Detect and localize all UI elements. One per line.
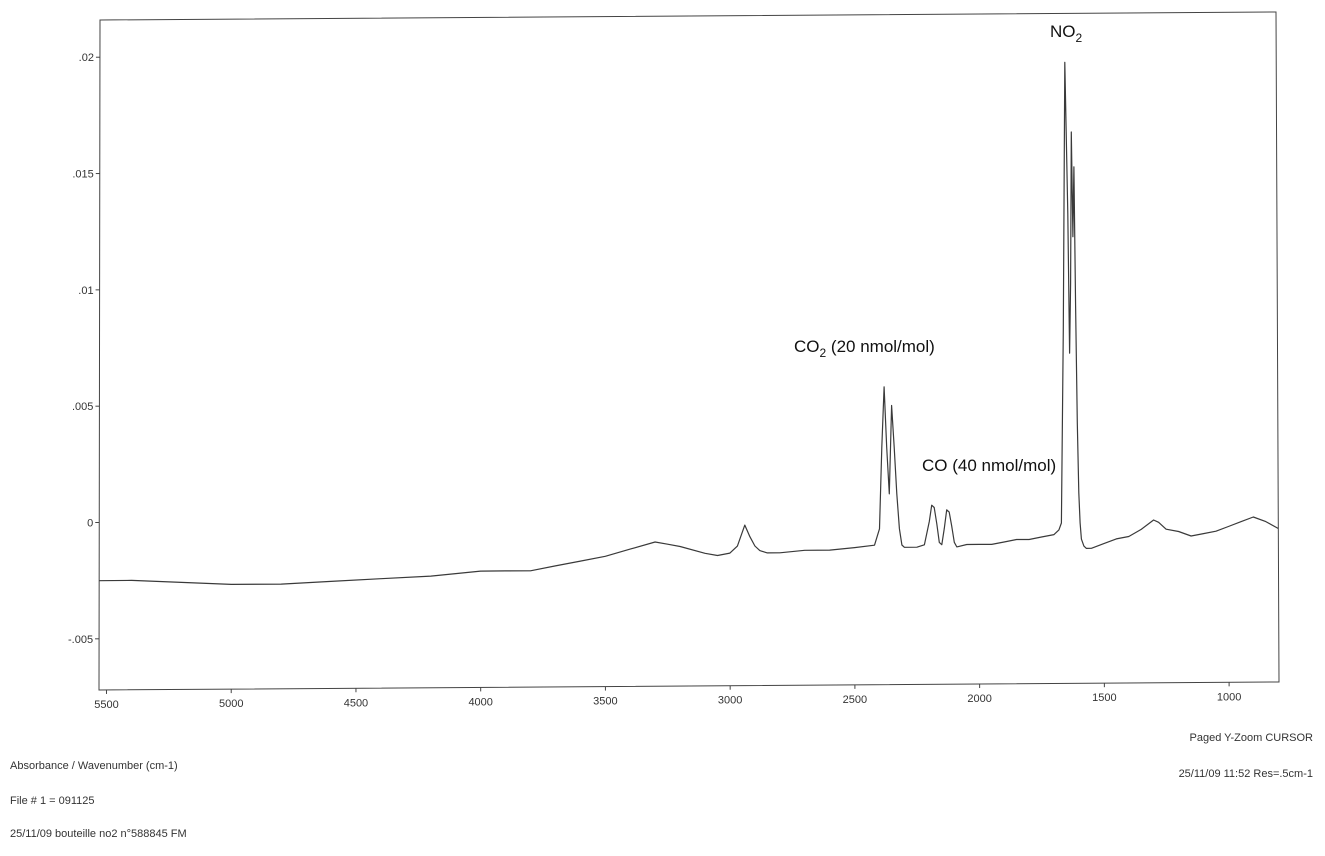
x-tick-label: 1000 — [1217, 691, 1241, 703]
mode-status: Paged Y-Zoom CURSOR — [1189, 732, 1314, 744]
x-tick-label: 2500 — [843, 694, 867, 706]
y-axis-ticks: .02 .015 .01 .005 0 -.005 — [68, 52, 100, 646]
file-label: File # 1 = 091125 — [10, 795, 95, 807]
x-tick-label: 4500 — [344, 697, 368, 709]
x-tick-label: 3000 — [718, 695, 742, 707]
annotation-no2: NO2 — [1050, 22, 1083, 45]
x-tick-label: 4000 — [468, 696, 492, 708]
series-layer — [99, 61, 1279, 586]
spectrum-line — [99, 61, 1279, 586]
x-tick-label: 2000 — [967, 693, 991, 705]
x-tick-label: 1500 — [1092, 692, 1116, 704]
y-tick-label: .015 — [72, 169, 93, 181]
axis-caption: Absorbance / Wavenumber (cm-1) — [10, 760, 178, 772]
y-tick-label: .02 — [79, 52, 94, 64]
annotation-co2: CO2 (20 nmol/mol) — [794, 337, 935, 360]
date-resolution: 25/11/09 11:52 Res=.5cm-1 — [1178, 768, 1313, 780]
x-tick-label: 5500 — [94, 699, 118, 711]
annotation-co: CO (40 nmol/mol) — [922, 456, 1056, 475]
x-tick-label: 5000 — [219, 698, 243, 710]
sample-label: 25/11/09 bouteille no2 n°588845 FM — [10, 828, 187, 840]
y-tick-label: .01 — [78, 285, 93, 297]
x-tick-label: 3500 — [593, 696, 617, 708]
y-tick-label: 0 — [87, 518, 93, 530]
x-axis-ticks: 5500 5000 4500 4000 3500 3000 2500 2000 1500 1000 — [94, 682, 1241, 711]
y-tick-label: -.005 — [68, 634, 93, 646]
y-tick-label: .005 — [72, 401, 93, 413]
plot-frame — [98, 11, 1280, 691]
